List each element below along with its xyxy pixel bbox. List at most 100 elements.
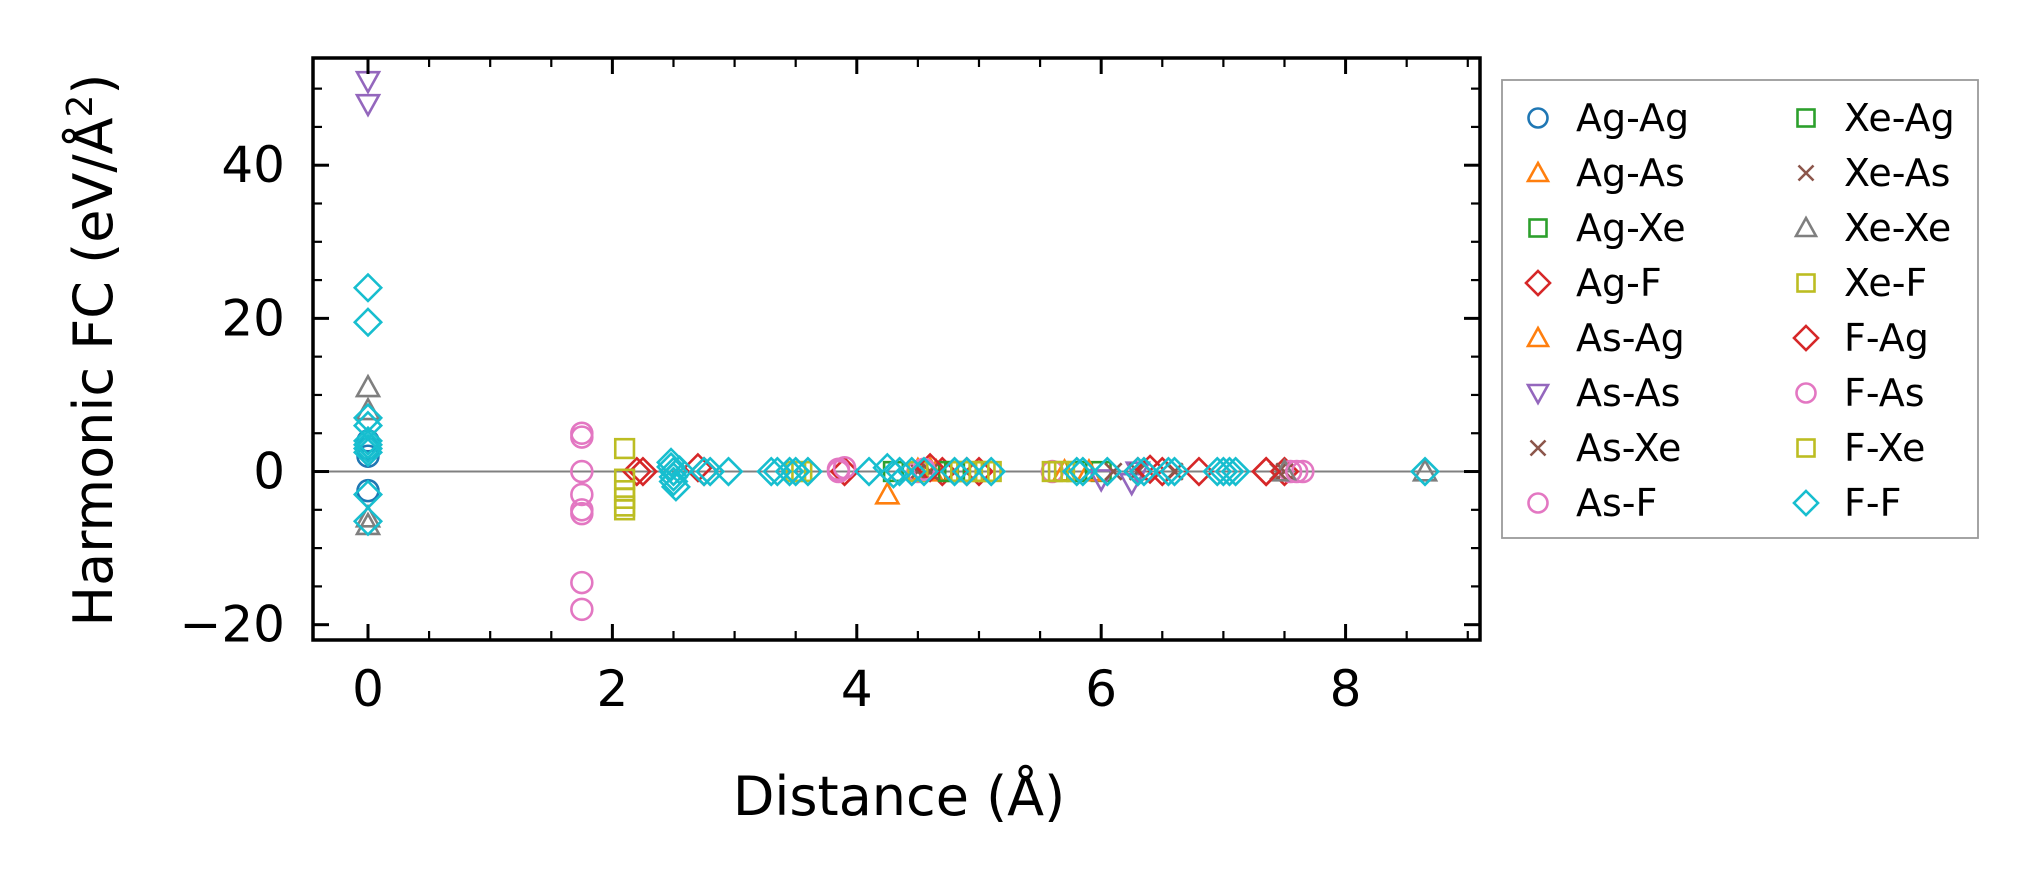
legend-label: As-F bbox=[1576, 481, 1657, 525]
data-point bbox=[908, 456, 940, 487]
legend-marker bbox=[1527, 492, 1549, 514]
legend-marker bbox=[1792, 489, 1820, 517]
legend-marker bbox=[1797, 164, 1815, 182]
legend-item: Xe-F bbox=[1796, 261, 1927, 305]
data-point bbox=[352, 429, 384, 460]
data-point bbox=[976, 456, 1007, 487]
data-point bbox=[627, 456, 658, 487]
data-point bbox=[570, 597, 594, 622]
legend-label: F-As bbox=[1844, 371, 1925, 415]
axes: 0 2 4 6 8 −20 0 20 40 bbox=[179, 56, 1482, 718]
y-tick-label: 0 bbox=[253, 443, 285, 501]
data-point bbox=[613, 437, 636, 460]
legend-item: As-As bbox=[1525, 371, 1680, 415]
data-point bbox=[1291, 459, 1315, 484]
y-axis-title-superscript: 2 bbox=[60, 95, 101, 118]
data-point bbox=[664, 454, 695, 486]
y-tick-label: 40 bbox=[221, 136, 285, 194]
data-point bbox=[1275, 462, 1294, 481]
legend-label: Xe-F bbox=[1844, 261, 1927, 305]
legend-marker bbox=[1524, 269, 1552, 297]
legend-label: Ag-As bbox=[1576, 151, 1685, 195]
legend-item: F-F bbox=[1792, 481, 1901, 525]
legend-item: Xe-Xe bbox=[1793, 206, 1951, 250]
data-point bbox=[915, 452, 946, 483]
data-point bbox=[1214, 456, 1245, 487]
legend-marker bbox=[1528, 218, 1548, 238]
y-axis-title-main: Harmonic FC (eV/Å bbox=[61, 117, 125, 626]
x-tick-label: 8 bbox=[1330, 660, 1362, 718]
legend-label: Ag-F bbox=[1576, 261, 1662, 305]
data-point bbox=[1251, 456, 1282, 487]
data-point bbox=[1104, 462, 1123, 481]
data-point bbox=[1092, 456, 1123, 487]
data-point bbox=[974, 460, 996, 483]
data-point bbox=[1159, 456, 1190, 487]
legend-label: Xe-As bbox=[1844, 151, 1950, 195]
data-point bbox=[1067, 456, 1098, 487]
data-point bbox=[713, 456, 744, 487]
data-point bbox=[1208, 456, 1239, 487]
data-point bbox=[853, 456, 885, 487]
legend-marker bbox=[1527, 107, 1549, 129]
legend-label: As-As bbox=[1576, 371, 1680, 415]
legend-marker bbox=[1525, 383, 1551, 406]
legend-label: As-Xe bbox=[1576, 426, 1681, 470]
legend-item: Ag-Xe bbox=[1528, 206, 1686, 250]
data-point bbox=[829, 456, 860, 487]
data-point bbox=[352, 425, 384, 456]
legend: Ag-Ag Ag-As Ag-Xe Ag-F As-Ag As-As As-Xe As-F Xe… bbox=[1501, 79, 1979, 539]
data-point bbox=[352, 437, 384, 468]
data-point bbox=[1061, 456, 1092, 487]
legend-item: Ag-Ag bbox=[1527, 96, 1689, 140]
legend-marker bbox=[1792, 324, 1820, 352]
data-point bbox=[658, 461, 689, 492]
data-point bbox=[874, 480, 901, 505]
data-point bbox=[939, 456, 970, 487]
legend-label: F-F bbox=[1844, 481, 1901, 525]
legend-marker bbox=[1796, 438, 1816, 458]
data-point bbox=[354, 503, 382, 528]
data-point bbox=[660, 471, 691, 502]
data-point bbox=[884, 456, 915, 487]
legend-marker bbox=[1796, 108, 1816, 128]
data-point bbox=[1153, 456, 1184, 487]
data-point bbox=[658, 466, 689, 497]
legend-label: Ag-Ag bbox=[1576, 96, 1689, 140]
data-point bbox=[1128, 456, 1159, 487]
y-tick-label: −20 bbox=[179, 596, 285, 654]
data-point bbox=[785, 460, 807, 483]
data-point bbox=[1220, 456, 1251, 487]
x-tick-label: 4 bbox=[841, 660, 873, 718]
data-marks bbox=[352, 70, 1441, 622]
data-point bbox=[570, 570, 594, 595]
data-point bbox=[1122, 456, 1153, 487]
legend-item: As-F bbox=[1527, 481, 1657, 525]
data-point bbox=[570, 425, 594, 449]
data-point bbox=[352, 272, 384, 303]
legend-box bbox=[1501, 79, 1979, 539]
data-point bbox=[780, 456, 811, 487]
legend-label: F-Ag bbox=[1844, 316, 1929, 360]
data-point bbox=[1411, 457, 1439, 482]
plot-frame bbox=[311, 56, 1482, 642]
y-axis-title: Harmonic FC (eV/Å2) bbox=[60, 74, 125, 627]
legend-marker bbox=[1529, 439, 1547, 457]
data-point bbox=[354, 93, 382, 118]
data-point bbox=[352, 307, 384, 338]
legend-item: F-As bbox=[1795, 371, 1925, 415]
x-tick-label: 2 bbox=[596, 660, 628, 718]
data-point bbox=[570, 459, 594, 484]
data-point bbox=[1409, 456, 1441, 487]
data-point bbox=[354, 373, 382, 398]
series-f-xe bbox=[613, 460, 1070, 490]
data-point bbox=[1087, 469, 1115, 493]
legend-item: F-Ag bbox=[1792, 316, 1929, 360]
series-f-f bbox=[352, 272, 1441, 537]
legend-marker bbox=[1796, 273, 1816, 293]
x-tick-label: 6 bbox=[1085, 660, 1117, 718]
legend-item: F-Xe bbox=[1796, 426, 1925, 470]
data-point bbox=[688, 456, 720, 487]
legend-item: Xe-As bbox=[1797, 151, 1950, 195]
x-axis-title: Distance (Å) bbox=[733, 764, 1065, 828]
